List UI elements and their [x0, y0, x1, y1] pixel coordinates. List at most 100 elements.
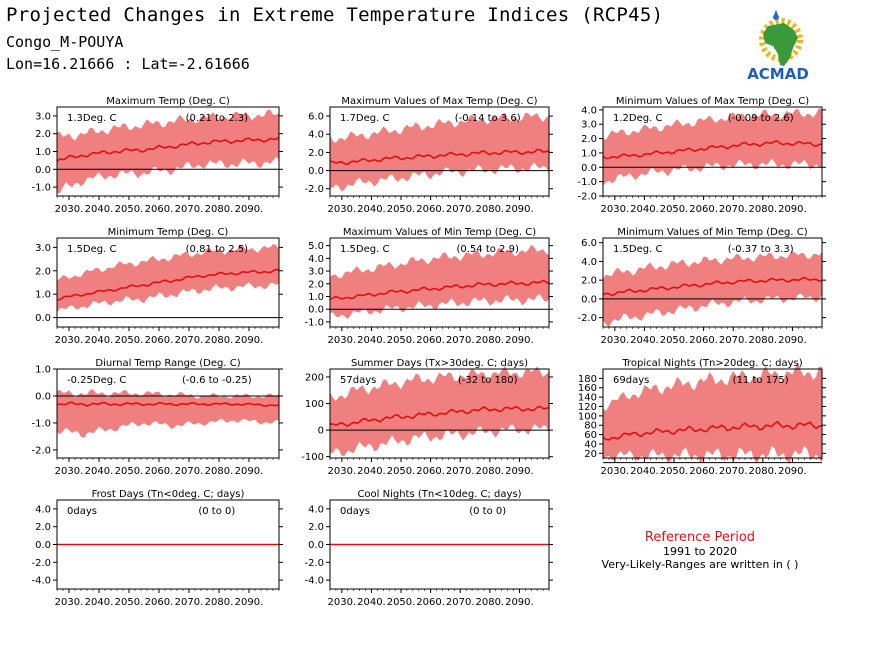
x-tick-label: 2080. — [748, 335, 777, 346]
y-tick-label: 2.0 — [308, 148, 324, 159]
x-tick-label: 2050. — [115, 466, 144, 477]
chart-frame — [602, 106, 823, 197]
x-tick-label: 2090. — [235, 204, 264, 215]
page-title: Projected Changes in Extreme Temperature… — [6, 4, 664, 26]
y-tick-label: -2.0 — [31, 558, 51, 569]
x-tick-label: 2060. — [145, 466, 174, 477]
very-likely-range-label: (-0.37 to 3.3) — [728, 244, 794, 255]
x-tick-label: 2050. — [660, 466, 689, 477]
x-tick-label: 2090. — [235, 335, 264, 346]
x-tick-label: 2060. — [689, 204, 718, 215]
chart-frame — [56, 368, 280, 459]
y-tick-label: 200 — [305, 372, 324, 383]
x-tick-label: 2030. — [328, 466, 357, 477]
y-tick-label: 3.0 — [581, 120, 597, 131]
chart-title: Summer Days (Tx>30deg. C; days) — [351, 358, 528, 369]
y-tick-label: 0.0 — [581, 163, 597, 174]
chart-frame — [329, 237, 550, 328]
x-tick-label: 2060. — [689, 466, 718, 477]
x-tick-label: 2040. — [630, 204, 659, 215]
chart-panel: -2.0 0.0 2.0 4.0 6.0 2030. 2040. 2050. 2060. 2070… — [577, 227, 826, 346]
x-tick-label: 2080. — [205, 335, 234, 346]
chart-title: Maximum Values of Min Temp (Deg. C) — [343, 227, 536, 238]
acmad-logo: ACMAD — [747, 10, 809, 83]
y-tick-label: 3.0 — [308, 267, 324, 278]
mean-change-label: 1.7Deg. C — [340, 113, 389, 124]
chart-frame — [602, 237, 823, 328]
x-tick-label: 2090. — [778, 466, 807, 477]
very-likely-range-label: (0 to 0) — [469, 506, 506, 517]
x-tick-label: 2070. — [719, 204, 748, 215]
chart-panel: -1.00.0 1.0 2.03.0 4.0 5.0 2030. 2040. 2050. 206… — [304, 227, 553, 346]
very-likely-range-label: (-0.09 to 2.6) — [728, 113, 794, 124]
y-tick-label: 3.0 — [35, 243, 51, 254]
x-tick-label: 2040. — [85, 204, 114, 215]
very-likely-range-label: (0.54 to 2.9) — [456, 244, 518, 255]
x-tick-label: 2060. — [416, 204, 445, 215]
y-tick-label: -2.0 — [304, 184, 324, 195]
chart-title: Maximum Temp (Deg. C) — [106, 96, 230, 107]
chart-panel: 0.0 1.0 2.0 3.0 2030. 2040. 2050. 2060. 2070. 208… — [35, 227, 283, 346]
y-tick-label: -4.0 — [31, 576, 51, 587]
very-likely-range-label: (-0.6 to -0.25) — [182, 375, 252, 386]
x-tick-label: 2030. — [601, 466, 630, 477]
chart-title: Diurnal Temp Range (Deg. C) — [95, 358, 240, 369]
uncertainty-band — [57, 109, 279, 194]
x-tick-label: 2030. — [55, 335, 84, 346]
mean-change-line — [602, 140, 823, 160]
chart-title: Maximum Values of Max Temp (Deg. C) — [341, 96, 537, 107]
uncertainty-band — [603, 363, 822, 464]
y-tick-label: 2.0 — [581, 276, 597, 287]
x-tick-label: 2070. — [446, 204, 475, 215]
y-tick-label: 0.0 — [35, 313, 51, 324]
y-tick-label: 20 — [584, 449, 597, 460]
x-tick-label: 2090. — [505, 335, 534, 346]
mean-change-label: 1.5Deg. C — [613, 244, 662, 255]
y-tick-label: 40 — [584, 439, 597, 450]
chart-panel: -2.0 0.0 2.0 4.0 6.0 2030. 2040. 2050. 2060. 2070… — [304, 96, 553, 215]
chart-frame — [56, 237, 280, 328]
x-tick-label: 2030. — [328, 597, 357, 608]
x-tick-label: 2090. — [235, 466, 264, 477]
x-tick-label: 2050. — [115, 335, 144, 346]
sun-icon — [759, 18, 803, 62]
chart-title: Frost Days (Tn<0deg. C; days) — [92, 489, 245, 500]
y-tick-label: -2.0 — [304, 558, 324, 569]
x-tick-label: 2090. — [505, 597, 534, 608]
x-tick-label: 2080. — [748, 466, 777, 477]
x-tick-label: 2040. — [357, 466, 386, 477]
y-tick-label: 2.0 — [308, 522, 324, 533]
y-tick-label: 0.0 — [35, 391, 51, 402]
x-tick-label: 2060. — [416, 597, 445, 608]
mean-change-label: 1.2Deg. C — [613, 113, 662, 124]
y-tick-label: -4.0 — [304, 576, 324, 587]
y-tick-label: 80 — [584, 421, 597, 432]
x-tick-label: 2030. — [55, 204, 84, 215]
mean-change-label: 69days — [613, 375, 649, 386]
x-tick-label: 2030. — [601, 335, 630, 346]
y-tick-label: 4.0 — [308, 504, 324, 515]
chart-title: Cool Nights (Tn<10deg. C; days) — [357, 489, 521, 500]
y-tick-label: 140 — [578, 393, 597, 404]
chart-frame — [329, 106, 550, 197]
x-tick-label: 2080. — [205, 466, 234, 477]
uncertainty-band — [330, 244, 549, 319]
x-tick-label: 2080. — [475, 335, 504, 346]
y-tick-label: 2.0 — [35, 129, 51, 140]
mean-change-label: -0.25Deg. C — [67, 375, 126, 386]
x-tick-label: 2030. — [601, 204, 630, 215]
x-tick-label: 2090. — [505, 204, 534, 215]
x-tick-label: 2040. — [85, 597, 114, 608]
mean-change-line — [329, 405, 550, 428]
uncertainty-band — [330, 112, 549, 192]
x-tick-label: 2090. — [235, 597, 264, 608]
y-tick-label: 1.0 — [581, 148, 597, 159]
x-tick-label: 2090. — [778, 335, 807, 346]
y-tick-label: 120 — [578, 402, 597, 413]
x-tick-label: 2070. — [446, 335, 475, 346]
africa-map-icon — [763, 23, 798, 66]
very-likely-range-label: (11 to 175) — [733, 375, 789, 386]
